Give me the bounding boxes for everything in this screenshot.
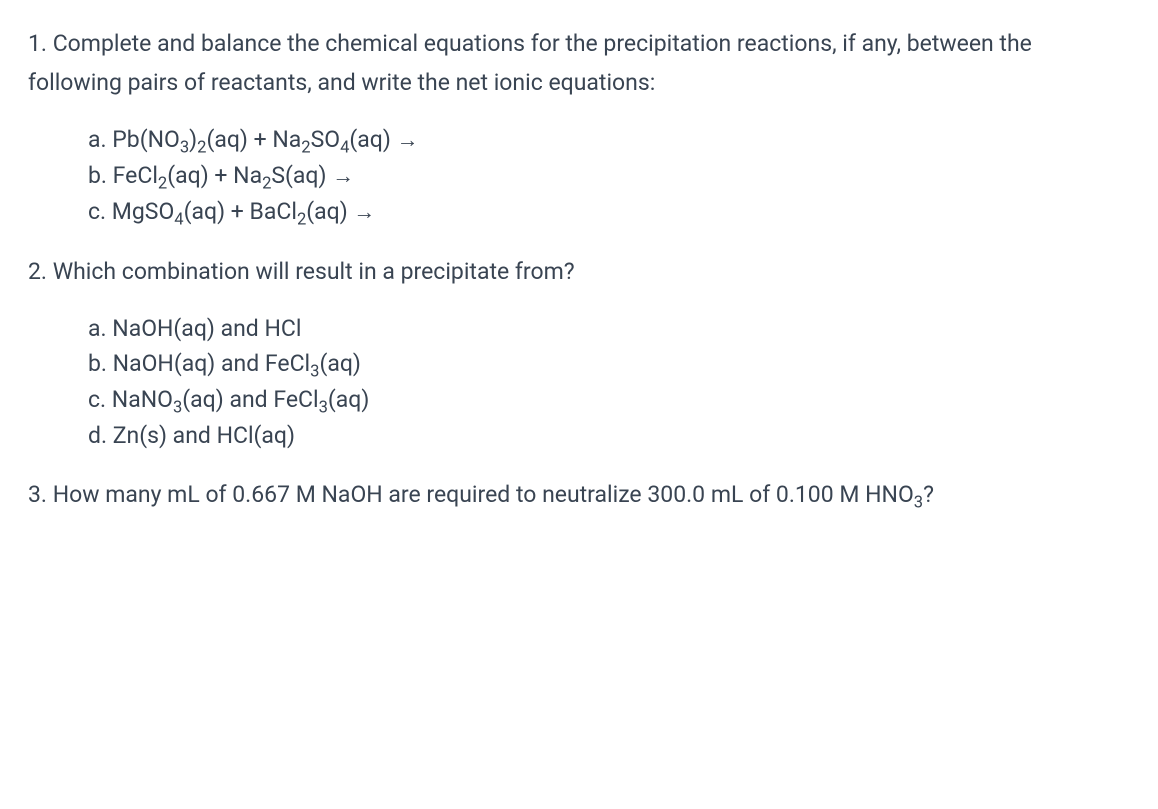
question-1-options: a. Pb(NO3)2(aq) + Na2SO4(aq) → b. FeCl2(… (28, 122, 1130, 230)
question-2-prompt: 2. Which combination will result in a pr… (28, 252, 1130, 291)
question-2-item-d: d. Zn(s) and HCl(aq) (88, 418, 1130, 454)
question-1: 1. Complete and balance the chemical equ… (28, 24, 1130, 230)
question-2: 2. Which combination will result in a pr… (28, 252, 1130, 454)
question-1-prompt: 1. Complete and balance the chemical equ… (28, 24, 1130, 102)
question-2-options: a. NaOH(aq) and HCl b. NaOH(aq) and FeCl… (28, 311, 1130, 454)
question-2-item-a: a. NaOH(aq) and HCl (88, 311, 1130, 347)
question-2-item-b: b. NaOH(aq) and FeCl3(aq) (88, 346, 1130, 382)
question-1-item-b: b. FeCl2(aq) + Na2S(aq) → (88, 158, 1130, 194)
question-3: 3. How many mL of 0.667 M NaOH are requi… (28, 475, 1130, 514)
question-1-item-a: a. Pb(NO3)2(aq) + Na2SO4(aq) → (88, 122, 1130, 158)
question-2-item-c: c. NaNO3(aq) and FeCl3(aq) (88, 382, 1130, 418)
question-1-item-c: c. MgSO4(aq) + BaCl2(aq) → (88, 194, 1130, 230)
question-3-prompt: 3. How many mL of 0.667 M NaOH are requi… (28, 475, 1130, 514)
